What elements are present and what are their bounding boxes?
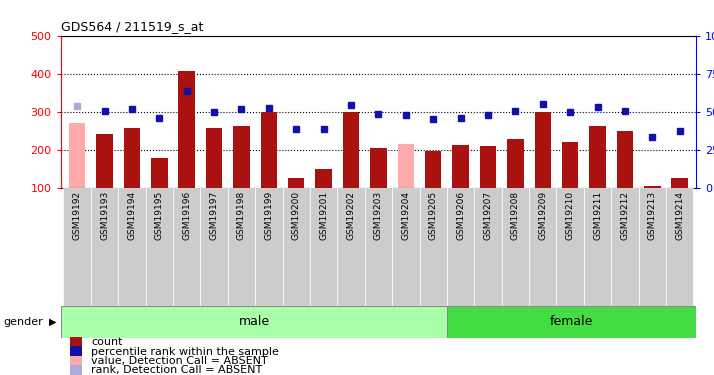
Text: GDS564 / 211519_s_at: GDS564 / 211519_s_at	[61, 20, 203, 33]
Bar	[447, 188, 474, 306]
Text: percentile rank within the sample: percentile rank within the sample	[91, 346, 279, 357]
Bar	[61, 306, 448, 338]
Bar	[288, 178, 304, 188]
Bar	[146, 188, 173, 306]
Bar	[91, 188, 119, 306]
Bar	[448, 306, 696, 338]
Bar	[562, 142, 578, 188]
Bar	[151, 158, 168, 188]
Text: GSM19201: GSM19201	[319, 191, 328, 240]
Bar	[206, 128, 222, 188]
Bar	[69, 123, 86, 188]
Bar	[535, 112, 551, 188]
Text: GSM19211: GSM19211	[593, 191, 602, 240]
Text: gender: gender	[4, 316, 44, 327]
Bar	[644, 186, 660, 188]
Bar	[255, 188, 283, 306]
Text: GSM19214: GSM19214	[675, 191, 684, 240]
Bar	[474, 188, 502, 306]
Text: ▶: ▶	[49, 316, 56, 327]
Bar	[365, 188, 392, 306]
Bar	[228, 188, 255, 306]
Text: GSM19197: GSM19197	[210, 191, 218, 240]
Text: rank, Detection Call = ABSENT: rank, Detection Call = ABSENT	[91, 365, 263, 375]
Text: GSM19202: GSM19202	[346, 191, 356, 240]
Bar	[96, 134, 113, 188]
Bar	[173, 188, 201, 306]
Bar	[638, 188, 666, 306]
Bar	[556, 188, 584, 306]
Bar	[589, 126, 605, 188]
Text: GSM19193: GSM19193	[100, 191, 109, 240]
Text: GSM19212: GSM19212	[620, 191, 630, 240]
Text: female: female	[550, 315, 593, 328]
Bar	[70, 337, 81, 347]
Text: GSM19200: GSM19200	[292, 191, 301, 240]
Text: GSM19204: GSM19204	[401, 191, 411, 240]
Bar	[671, 178, 688, 188]
Text: value, Detection Call = ABSENT: value, Detection Call = ABSENT	[91, 356, 268, 366]
Bar	[124, 128, 140, 188]
Bar	[529, 188, 556, 306]
Bar	[370, 148, 387, 188]
Bar	[283, 188, 310, 306]
Text: GSM19194: GSM19194	[127, 191, 136, 240]
Bar	[502, 188, 529, 306]
Bar	[70, 356, 81, 366]
Bar	[201, 188, 228, 306]
Text: GSM19208: GSM19208	[511, 191, 520, 240]
Bar	[64, 188, 91, 306]
Bar	[392, 188, 420, 306]
Text: GSM19209: GSM19209	[538, 191, 547, 240]
Text: GSM19195: GSM19195	[155, 191, 164, 240]
Text: male: male	[238, 315, 270, 328]
Text: GSM19210: GSM19210	[565, 191, 575, 240]
Bar	[611, 188, 638, 306]
Text: GSM19199: GSM19199	[264, 191, 273, 240]
Bar	[420, 188, 447, 306]
Text: GSM19206: GSM19206	[456, 191, 465, 240]
Text: GSM19198: GSM19198	[237, 191, 246, 240]
Text: GSM19192: GSM19192	[73, 191, 81, 240]
Bar	[261, 112, 277, 188]
Bar	[617, 131, 633, 188]
Text: GSM19196: GSM19196	[182, 191, 191, 240]
Bar	[480, 147, 496, 188]
Text: GSM19213: GSM19213	[648, 191, 657, 240]
Bar	[119, 188, 146, 306]
Bar	[233, 126, 250, 188]
Bar	[666, 188, 693, 306]
Bar	[453, 145, 469, 188]
Bar	[425, 152, 441, 188]
Bar	[310, 188, 337, 306]
Bar	[70, 365, 81, 375]
Text: GSM19203: GSM19203	[374, 191, 383, 240]
Bar	[316, 169, 332, 188]
Bar	[584, 188, 611, 306]
Bar	[178, 70, 195, 188]
Bar	[398, 144, 414, 188]
Bar	[343, 112, 359, 188]
Text: count: count	[91, 337, 123, 347]
Bar	[507, 139, 523, 188]
Bar	[70, 346, 81, 357]
Text: GSM19205: GSM19205	[428, 191, 438, 240]
Text: GSM19207: GSM19207	[483, 191, 493, 240]
Bar	[337, 188, 365, 306]
